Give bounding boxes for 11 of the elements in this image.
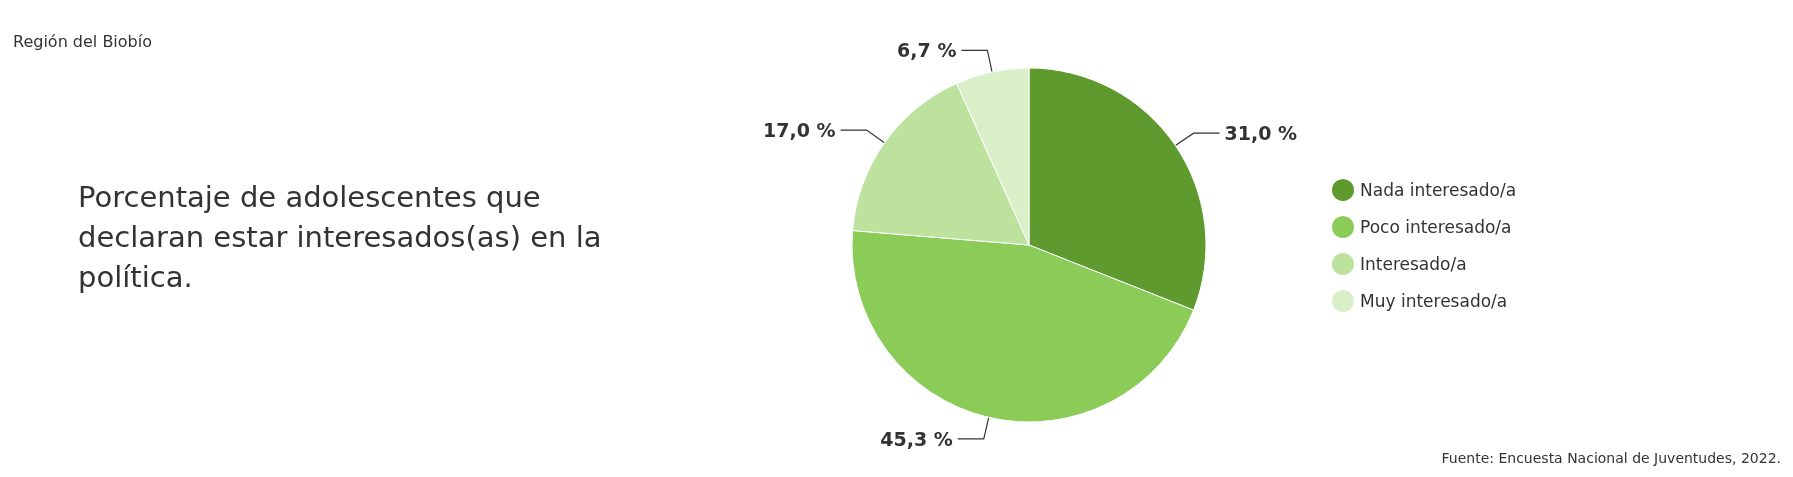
legend-label: Interesado/a bbox=[1360, 254, 1467, 274]
data-label: 17,0 % bbox=[763, 119, 836, 142]
legend-label: Poco interesado/a bbox=[1360, 217, 1512, 237]
text: Región del Biobío bbox=[13, 31, 152, 51]
source-note: Fuente: Encuesta Nacional de Juventudes, 2022. bbox=[1441, 450, 1782, 466]
legend-label: Nada interesado/a bbox=[1360, 180, 1517, 200]
data-label: 45,3 % bbox=[880, 427, 953, 450]
data-label: 31,0 % bbox=[1224, 122, 1298, 145]
text: Porcentaje de adolescentes que declaran estar interesados(as) en la política. bbox=[78, 180, 611, 294]
data-label: 6,7 % bbox=[897, 39, 957, 62]
legend-label: Muy interesado/a bbox=[1360, 291, 1508, 311]
